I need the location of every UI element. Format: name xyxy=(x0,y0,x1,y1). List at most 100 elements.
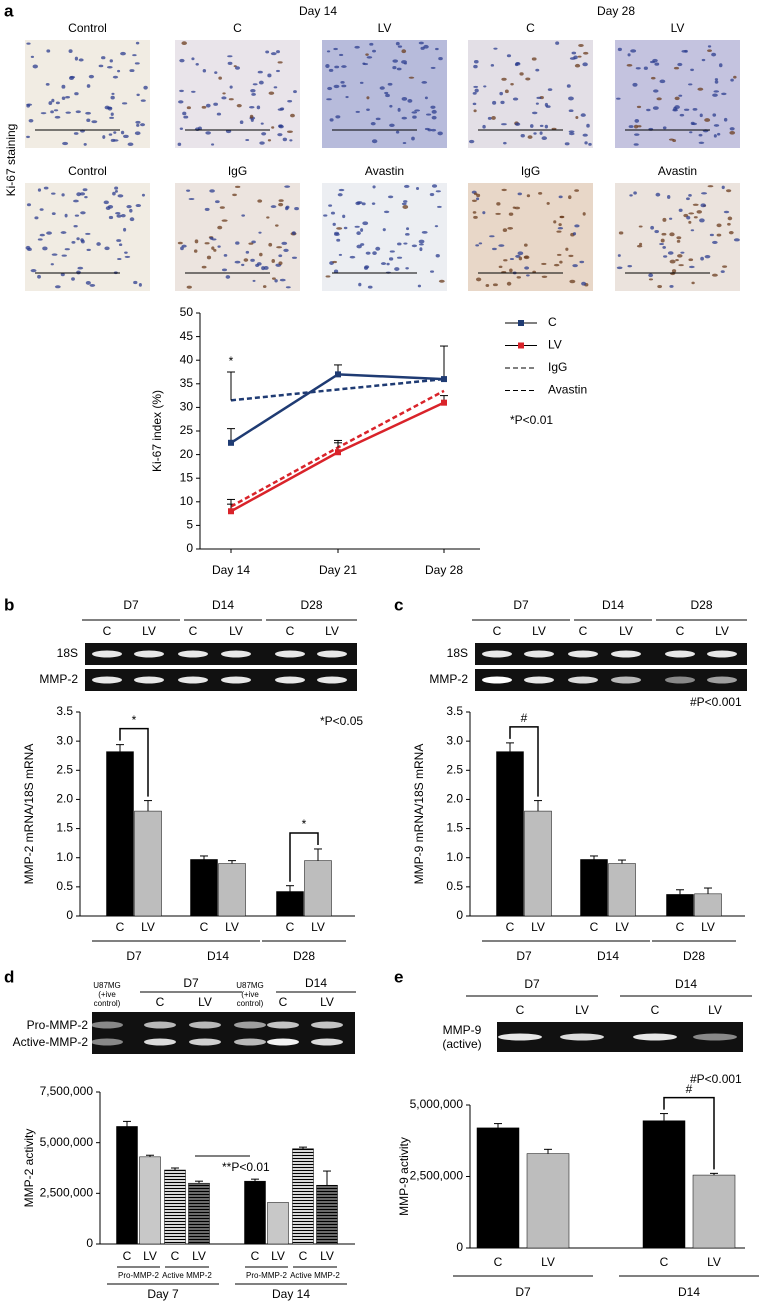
cell-nucleus xyxy=(235,241,240,245)
cell-nucleus xyxy=(43,186,49,190)
lane-label: LV xyxy=(320,995,334,1009)
cell-nucleus xyxy=(401,116,408,120)
cell-nucleus xyxy=(183,115,189,119)
cell-nucleus xyxy=(492,100,497,105)
cell-nucleus xyxy=(55,101,60,105)
bar-label: C xyxy=(660,1255,669,1269)
cell-nucleus xyxy=(110,138,116,143)
cell-nucleus xyxy=(261,132,267,136)
cell-nucleus xyxy=(278,254,283,258)
cell-nucleus xyxy=(406,227,410,231)
lane-label: LV xyxy=(198,995,212,1009)
cell-nucleus xyxy=(688,258,694,262)
cell-nucleus xyxy=(271,126,275,129)
cell-nucleus xyxy=(536,96,542,99)
cell-nucleus xyxy=(690,68,694,72)
cell-nucleus xyxy=(61,84,66,89)
bar xyxy=(316,1184,338,1245)
cell-nucleus xyxy=(660,238,665,243)
annotation: * xyxy=(229,354,234,368)
cell-nucleus xyxy=(27,247,32,252)
cell-nucleus xyxy=(84,195,88,199)
cell-nucleus xyxy=(283,248,289,253)
cell-nucleus xyxy=(177,142,182,146)
cell-nucleus xyxy=(712,240,718,244)
cell-nucleus xyxy=(182,111,187,116)
cell-nucleus xyxy=(721,92,727,96)
cell-nucleus xyxy=(181,244,187,248)
cell-nucleus xyxy=(332,260,338,264)
y-tick-label: 7,500,000 xyxy=(40,1084,94,1098)
cell-nucleus xyxy=(221,268,228,272)
gel-band xyxy=(267,1021,299,1029)
cell-nucleus xyxy=(26,135,30,139)
cell-nucleus xyxy=(68,49,73,53)
gel-band xyxy=(189,1021,221,1029)
cell-nucleus xyxy=(723,117,728,122)
bar xyxy=(292,1148,314,1245)
bar xyxy=(106,751,134,917)
gel-band xyxy=(221,650,251,658)
cell-nucleus xyxy=(403,184,410,188)
cell-nucleus xyxy=(711,52,717,57)
legend-marker xyxy=(518,320,524,326)
y-tick-label: 10 xyxy=(180,494,194,508)
cell-nucleus xyxy=(74,214,80,217)
cell-nucleus xyxy=(228,98,234,101)
cell-nucleus xyxy=(129,217,135,222)
cell-nucleus xyxy=(51,98,55,103)
gel-row-label: MMP-2 xyxy=(429,672,468,686)
series-line xyxy=(230,389,445,508)
cell-nucleus xyxy=(514,122,521,126)
cell-nucleus xyxy=(646,108,651,112)
cell-nucleus xyxy=(371,202,376,205)
cell-nucleus xyxy=(363,62,369,66)
cell-nucleus xyxy=(638,225,643,228)
cell-nucleus xyxy=(652,58,658,63)
cell-nucleus xyxy=(80,211,86,215)
cell-nucleus xyxy=(686,216,691,220)
cell-nucleus xyxy=(333,47,338,51)
cell-nucleus xyxy=(285,286,291,289)
cell-nucleus xyxy=(572,264,578,268)
y-tick-label: 0.5 xyxy=(56,879,73,893)
cell-nucleus xyxy=(526,194,531,198)
cell-nucleus xyxy=(219,206,225,209)
cell-nucleus xyxy=(276,246,283,249)
cell-nucleus xyxy=(204,242,210,245)
cell-nucleus xyxy=(278,261,283,265)
cell-nucleus xyxy=(104,246,110,251)
bar xyxy=(642,1120,686,1249)
y-tick-label: 5 xyxy=(186,518,193,532)
cell-nucleus xyxy=(533,132,537,135)
cell-nucleus xyxy=(539,124,544,127)
cell-nucleus xyxy=(285,205,290,209)
cell-nucleus xyxy=(538,192,543,195)
cell-nucleus xyxy=(490,63,495,67)
y-axis-label: Ki-67 index (%) xyxy=(150,390,164,472)
cell-nucleus xyxy=(117,257,122,261)
cell-nucleus xyxy=(46,231,52,235)
cell-nucleus xyxy=(382,228,386,232)
cell-nucleus xyxy=(662,126,667,130)
cell-nucleus xyxy=(517,251,524,256)
cell-nucleus xyxy=(211,238,217,241)
cell-nucleus xyxy=(699,218,705,223)
cell-nucleus xyxy=(140,123,146,127)
cell-nucleus xyxy=(114,190,118,193)
cell-nucleus xyxy=(75,110,81,114)
cell-nucleus xyxy=(71,277,75,281)
cell-nucleus xyxy=(397,107,401,112)
cell-nucleus xyxy=(586,123,590,128)
cell-nucleus xyxy=(140,99,146,102)
cell-nucleus xyxy=(551,127,557,130)
marker xyxy=(228,508,234,515)
cell-nucleus xyxy=(581,281,587,286)
cell-nucleus xyxy=(564,142,570,146)
cell-nucleus xyxy=(282,137,288,142)
cell-nucleus xyxy=(683,108,690,111)
cell-nucleus xyxy=(501,77,507,81)
cell-nucleus xyxy=(559,260,563,264)
cell-nucleus xyxy=(648,273,654,278)
gel-band xyxy=(91,1038,123,1046)
